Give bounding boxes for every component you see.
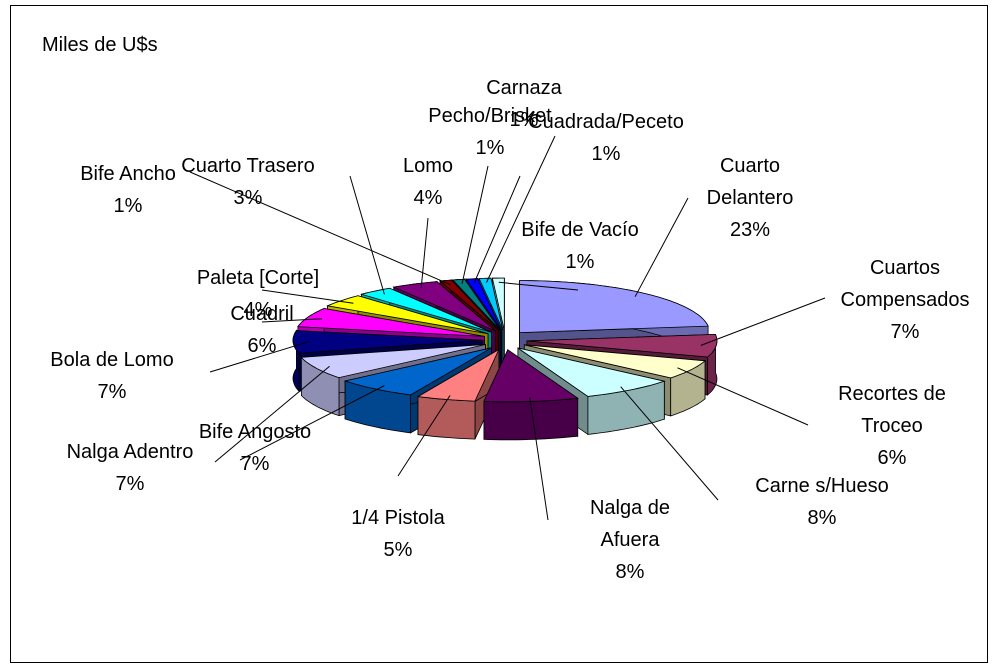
leader-line <box>189 171 451 286</box>
data-label-value: 4% <box>243 299 273 321</box>
slice-top <box>297 308 485 337</box>
slice-top <box>416 348 500 402</box>
data-label: Cuarto Trasero 3% <box>158 150 338 214</box>
data-label-name: Pecho/Brisket <box>428 105 552 127</box>
data-label: 1/4 Pistola 5% <box>313 502 483 566</box>
leader-line <box>214 365 330 463</box>
slice-top <box>478 277 504 331</box>
slice-top <box>526 333 718 358</box>
slice-top <box>439 279 500 331</box>
data-label: Bola de Lomo 7% <box>22 344 202 408</box>
data-label-value: 6% <box>877 447 907 469</box>
slice-top <box>360 287 492 333</box>
data-label-value: 1% <box>113 195 143 217</box>
data-label: Carne s/Hueso 8% <box>722 470 922 534</box>
data-label: Paleta [Corte] 4% <box>168 262 348 326</box>
data-label-name: Recortes de Troceo <box>838 383 946 437</box>
data-label: Cuadrada/Peceto 1% <box>516 106 696 170</box>
data-label-name: Cuarto Delantero <box>706 155 794 209</box>
leader-line <box>209 341 309 373</box>
data-label-name: Paleta [Corte] <box>196 267 320 289</box>
data-label: Recortes de Troceo 6% <box>822 378 962 474</box>
slice-top <box>524 344 707 379</box>
slice-top <box>519 280 709 334</box>
data-label-name: Lomo <box>402 155 454 177</box>
data-label: Cuarto Delantero 23% <box>695 150 805 246</box>
leader-line <box>700 297 826 346</box>
data-label-value: 7% <box>115 473 145 495</box>
data-label-value: 6% <box>247 335 277 357</box>
data-label: Carnaza 1% <box>464 72 584 136</box>
data-label-name: Cuarto Trasero <box>181 155 315 177</box>
data-label-name: Carne s/Hueso <box>755 475 889 497</box>
chart-title: Miles de U$s <box>42 34 158 56</box>
data-label: Bife Angosto 7% <box>170 416 340 480</box>
leader-line <box>461 165 489 284</box>
data-label-value: 23% <box>729 219 771 241</box>
data-label-value: 1% <box>565 251 595 273</box>
data-label-value: 4% <box>413 187 443 209</box>
data-label-name: Bife Ancho <box>80 163 176 185</box>
data-label: Bife Ancho 1% <box>53 158 203 222</box>
data-label-name: 1/4 Pistola <box>351 507 445 529</box>
data-label: Nalga de Afuera 8% <box>575 492 685 588</box>
leader-line <box>261 289 354 304</box>
data-label: Pecho/Brisket 1% <box>415 100 565 164</box>
leader-line <box>349 175 385 295</box>
slice-top <box>491 277 505 331</box>
data-label: Cuadril 6% <box>202 298 322 362</box>
leader-line <box>397 395 451 477</box>
data-label: Nalga Adentro 7% <box>40 436 220 500</box>
data-label-value: 7% <box>890 321 920 343</box>
leader-line <box>677 367 809 426</box>
slice-top <box>292 330 484 354</box>
leader-line <box>473 175 521 284</box>
data-label: Bife de Vacío 1% <box>500 214 660 278</box>
data-label-value: 7% <box>240 453 270 475</box>
data-label-value: 3% <box>233 187 263 209</box>
slice-top <box>326 295 489 335</box>
chart-frame <box>10 5 988 663</box>
leader-line <box>498 281 579 291</box>
data-label-value: 1% <box>591 143 621 165</box>
slice-top <box>483 349 579 403</box>
data-label-name: Cuartos Compensados <box>840 257 970 311</box>
data-label: Lomo 4% <box>388 150 468 214</box>
data-label-name: Bife de Vacío <box>521 219 639 241</box>
data-label: Cuartos Compensados 7% <box>830 252 980 348</box>
data-label-value: 1% <box>509 109 539 131</box>
leader-line <box>239 385 385 461</box>
leader-line <box>620 386 719 501</box>
data-label-name: Bola de Lomo <box>50 349 174 371</box>
slice-top <box>300 344 486 379</box>
leader-line <box>634 197 689 297</box>
leader-line <box>261 318 323 323</box>
data-label-name: Carnaza <box>486 77 562 99</box>
data-label-value: 1% <box>475 137 505 159</box>
slice <box>483 349 579 441</box>
slice <box>517 347 666 436</box>
slice-top <box>452 278 501 331</box>
slice-top <box>517 347 666 397</box>
slice-top <box>465 278 502 331</box>
leader-line <box>486 135 556 283</box>
data-label-name: Bife Angosto <box>198 421 312 443</box>
data-label-name: Cuadrada/Peceto <box>528 111 684 133</box>
data-label-value: 8% <box>615 561 645 583</box>
data-label-value: 5% <box>383 539 413 561</box>
data-label-name: Cuadril <box>230 303 294 325</box>
data-label-value: 8% <box>807 507 837 529</box>
data-label-name: Nalga de Afuera <box>589 497 671 551</box>
slice-top <box>392 281 496 332</box>
leader-line <box>529 397 549 521</box>
data-label-name: Nalga Adentro <box>66 441 194 463</box>
leader-line <box>420 217 429 288</box>
data-label-value: 7% <box>97 381 127 403</box>
slice-top <box>343 347 492 396</box>
